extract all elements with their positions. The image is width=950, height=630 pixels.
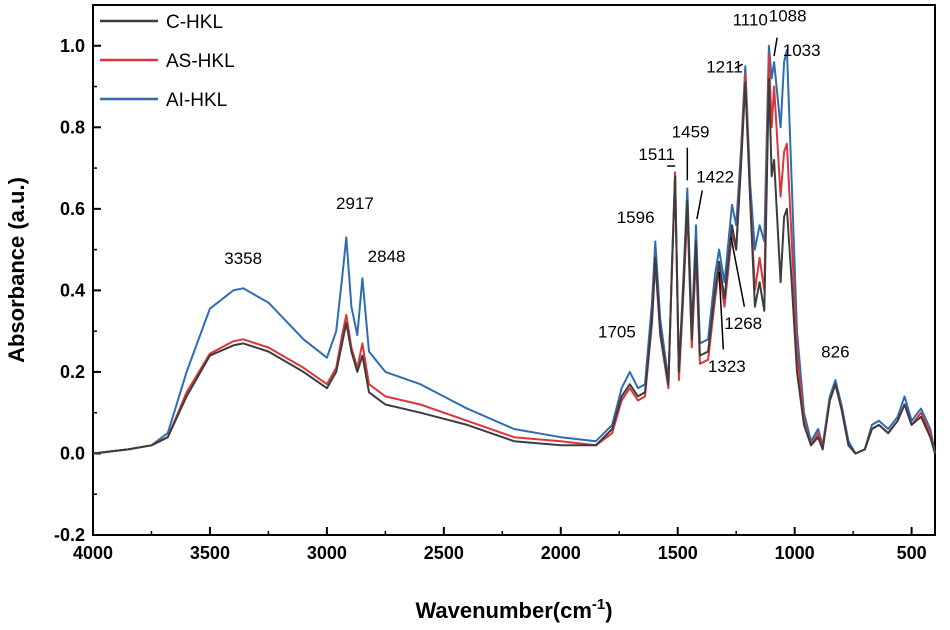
peak-pointer-1268 — [730, 237, 746, 307]
peak-label-1211: 1211 — [706, 57, 743, 76]
series-group — [92, 44, 936, 455]
y-tick-label: 0.6 — [60, 199, 85, 219]
x-axis-title-main: Wavenumber(cm — [415, 598, 591, 623]
peak-pointer-1323 — [718, 271, 725, 350]
series-line-c-hkl — [92, 77, 936, 455]
x-axis-title-superscript: -1 — [592, 596, 605, 613]
peak-pointer-1088 — [773, 37, 778, 57]
axis-ticks: 4000 3500 3000 2500 2000 1500 1000 500 -0.2 0.0 0.… — [54, 36, 927, 563]
x-axis-title: Wavenumber(cm-1) — [415, 596, 612, 623]
x-tick-label: 4000 — [73, 543, 113, 563]
y-tick-label: -0.2 — [54, 525, 85, 545]
peak-label-2848: 2848 — [368, 247, 406, 266]
peak-label-1268: 1268 — [724, 314, 762, 333]
y-tick-label: 0.2 — [60, 362, 85, 382]
y-tick-label: 1.0 — [60, 36, 85, 56]
y-axis-title: Absorbance (a.u.) — [4, 177, 29, 363]
peak-label-1705: 1705 — [598, 322, 636, 341]
x-tick-label: 3000 — [307, 543, 347, 563]
peak-label-1596: 1596 — [617, 208, 655, 227]
peak-label-1511: 1511 — [638, 145, 675, 164]
peak-label-1088: 1088 — [769, 6, 807, 25]
series-line-as-hkl — [92, 52, 936, 455]
peak-label-1422: 1422 — [696, 167, 734, 186]
x-tick-label: 2000 — [541, 543, 581, 563]
peak-label-3358: 3358 — [224, 249, 262, 268]
y-tick-label: 0.8 — [60, 117, 85, 137]
legend-label-c-hkl: C-HKL — [166, 12, 223, 33]
x-tick-label: 1500 — [658, 543, 698, 563]
legend: C-HKL AS-HKL AI-HKL — [100, 12, 235, 111]
peak-label-1033: 1033 — [783, 41, 821, 60]
x-axis-title-close: ) — [605, 598, 612, 623]
x-tick-label: 3500 — [190, 543, 230, 563]
peak-label-1323: 1323 — [708, 357, 746, 376]
x-tick-label: 500 — [897, 543, 927, 563]
y-tick-label: 0.0 — [60, 443, 85, 463]
y-tick-label: 0.4 — [60, 280, 85, 300]
peak-label-826: 826 — [821, 343, 849, 362]
peak-label-1459: 1459 — [672, 123, 710, 142]
legend-label-ai-hkl: AI-HKL — [166, 90, 227, 111]
legend-label-as-hkl: AS-HKL — [166, 51, 235, 72]
plot-frame — [92, 4, 936, 536]
peak-pointer-1211 — [734, 63, 744, 69]
annotation-group: 3358 2917 2848 1705 1596 1511 1459 1422 1323 1268… — [224, 6, 849, 376]
peak-pointer-1422 — [696, 190, 704, 220]
peak-label-1110: 1110 — [733, 10, 768, 29]
x-tick-label: 1000 — [775, 543, 815, 563]
peak-label-2917: 2917 — [336, 194, 374, 213]
x-tick-label: 2500 — [424, 543, 464, 563]
